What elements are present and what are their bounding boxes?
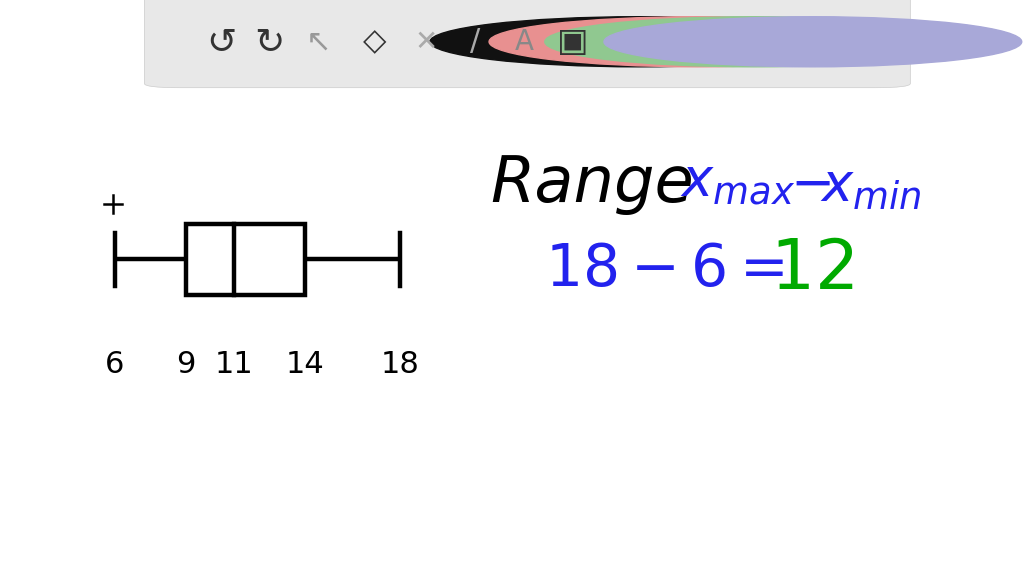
Circle shape — [545, 17, 963, 67]
Text: ✕: ✕ — [415, 28, 438, 56]
Text: 18: 18 — [381, 350, 420, 379]
Circle shape — [489, 17, 907, 67]
Text: 9: 9 — [176, 350, 196, 379]
Circle shape — [604, 17, 1022, 67]
Text: A: A — [514, 28, 534, 56]
Text: /: / — [470, 27, 480, 56]
Circle shape — [430, 17, 848, 67]
Text: ↖: ↖ — [306, 27, 331, 56]
Text: $-$: $-$ — [790, 158, 830, 210]
Text: ▣: ▣ — [557, 25, 589, 58]
Text: ◇: ◇ — [362, 27, 386, 56]
FancyBboxPatch shape — [144, 0, 910, 88]
Text: ↻: ↻ — [255, 25, 285, 59]
Bar — [186, 224, 305, 294]
Text: Range: Range — [490, 153, 693, 215]
Text: ↺: ↺ — [206, 25, 237, 59]
Text: 6: 6 — [105, 350, 125, 379]
Text: $18 - 6 = $: $18 - 6 = $ — [545, 241, 784, 298]
Text: $12$: $12$ — [770, 236, 853, 303]
Text: $\mathit{x}_{min}$: $\mathit{x}_{min}$ — [820, 160, 922, 212]
Text: 14: 14 — [286, 350, 325, 379]
Text: $\mathit{x}_{max}$: $\mathit{x}_{max}$ — [680, 155, 796, 207]
Text: 11: 11 — [214, 350, 253, 379]
